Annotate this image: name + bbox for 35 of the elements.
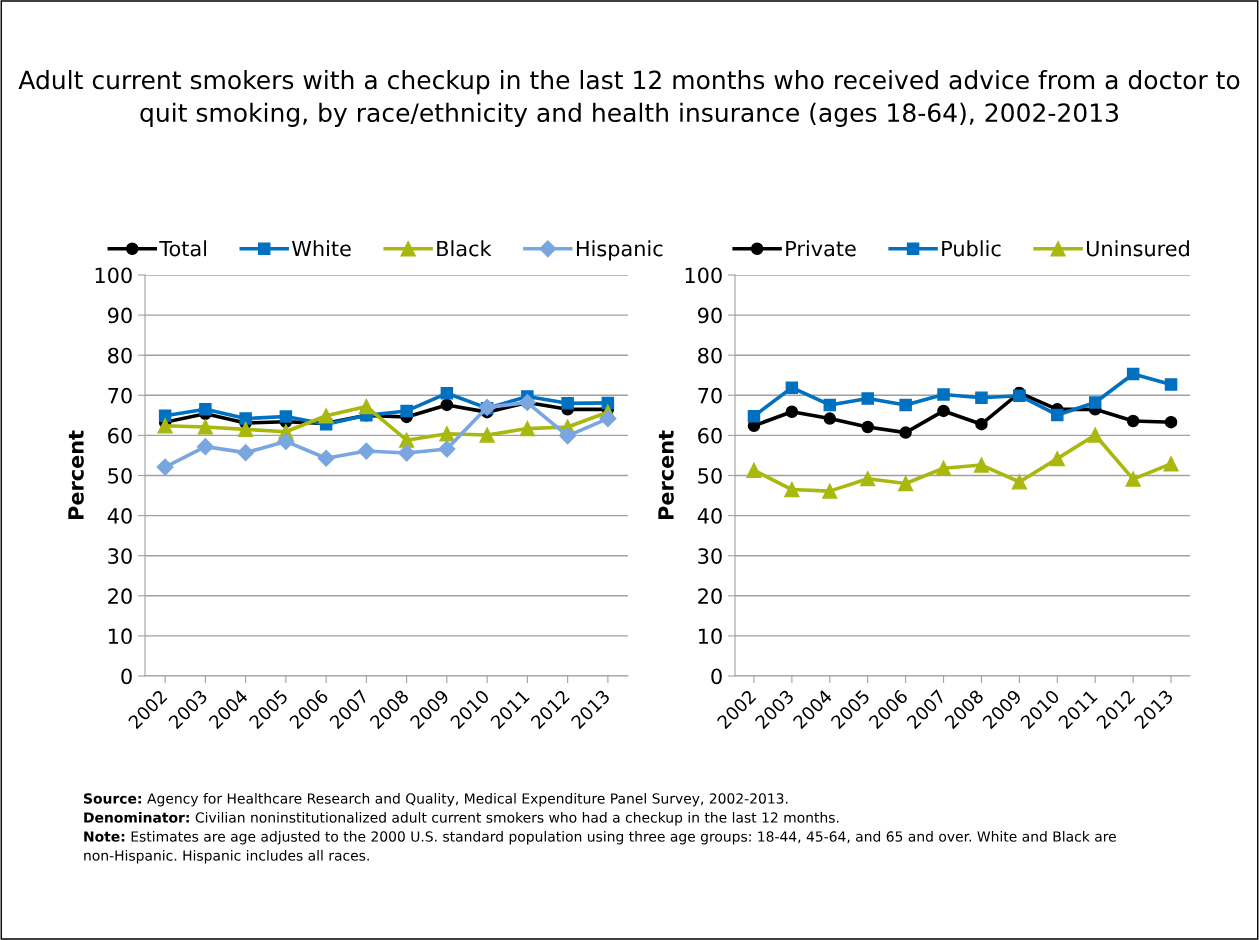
y-tick-label: 20 bbox=[698, 588, 722, 605]
text: Denominator: Civilian noninstitutionalized adult current smokers who had a checkup in the last 12 months. bbox=[84, 812, 839, 826]
y-tick-label: 50 bbox=[698, 467, 722, 484]
y-tick-label: 50 bbox=[108, 467, 132, 484]
legend-label: Total bbox=[159, 240, 207, 257]
y-tick-label: 40 bbox=[107, 508, 132, 524]
y-tick-label: 80 bbox=[698, 347, 722, 364]
y-tick-label: 100 bbox=[95, 267, 132, 284]
y-tick-label: 10 bbox=[108, 628, 132, 645]
y-tick-label: 90 bbox=[698, 307, 722, 324]
y-tick-label: 20 bbox=[108, 588, 132, 605]
legend-label: Public bbox=[942, 240, 1001, 257]
y-tick-label: 40 bbox=[697, 508, 722, 524]
y-tick-label: 0 bbox=[121, 668, 132, 685]
y-tick-label: 30 bbox=[698, 548, 722, 564]
y-tick-label: 90 bbox=[108, 307, 132, 324]
y-tick-label: 60 bbox=[698, 427, 722, 444]
y-tick-label: 100 bbox=[685, 267, 722, 284]
y-axis-title: Percent bbox=[68, 430, 84, 520]
y-tick-label: 70 bbox=[698, 387, 722, 404]
text: Note: Estimates are age adjusted to the 2000 U.S. standard population using three age groups: 18-44, 45-64, and 65 and over. White and Black are non-Hispanic. Hispanic includes all races. bbox=[84, 831, 1116, 864]
y-tick-label: 0 bbox=[711, 668, 722, 685]
y-tick-label: 30 bbox=[108, 548, 132, 564]
legend-label: Uninsured bbox=[1086, 240, 1189, 257]
y-tick-label: 80 bbox=[108, 347, 132, 364]
y-tick-label: 10 bbox=[698, 628, 722, 645]
legend-label: Hispanic bbox=[576, 240, 663, 261]
y-tick-label: 60 bbox=[108, 427, 132, 444]
chart-title: Adult current smokers with a checkup in the last 12 months who received advice from a doctor to quit smoking, by race/ethnicity and health insurance (ages 18-64), 2002-2013 bbox=[18, 70, 1240, 127]
legend-label: White bbox=[292, 240, 351, 257]
source-note: Source: Agency for Healthcare Research and Quality, Medical Expenditure Panel Survey, 2002-2013. bbox=[84, 793, 788, 807]
legend-label: Private bbox=[786, 240, 856, 257]
y-tick-label: 70 bbox=[108, 387, 132, 404]
y-axis-title: Percent bbox=[658, 430, 674, 520]
legend-label: Black bbox=[437, 240, 492, 257]
